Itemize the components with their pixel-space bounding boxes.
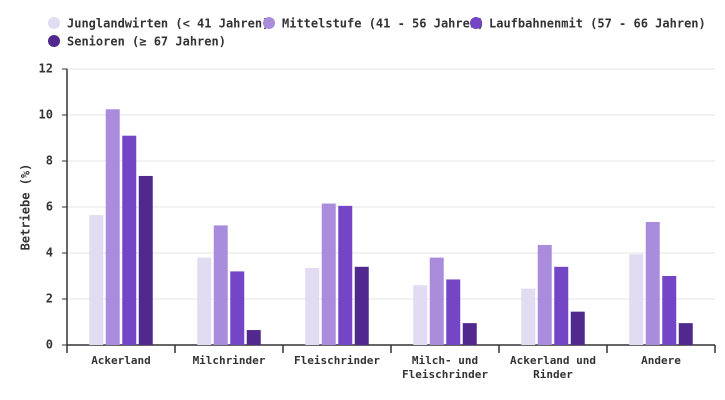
bar <box>554 266 569 345</box>
y-tick-label: 8 <box>46 154 53 168</box>
bar <box>662 276 677 345</box>
legend-swatch <box>263 17 275 29</box>
bar <box>246 330 261 345</box>
bar <box>645 221 660 345</box>
legend-label: Mittelstufe (41 - 56 Jahren) <box>282 17 484 31</box>
legend-swatch <box>48 17 60 29</box>
legend-label: Junglandwirten (< 41 Jahren) <box>67 17 269 31</box>
bar <box>521 288 536 345</box>
y-tick-label: 4 <box>46 246 53 260</box>
y-axis-label: Betriebe (%) <box>19 164 33 251</box>
bar <box>197 257 212 345</box>
bar <box>678 323 693 345</box>
bar <box>122 135 137 345</box>
bar <box>321 203 336 345</box>
bar <box>89 215 104 345</box>
y-tick-label: 2 <box>46 292 53 306</box>
bar <box>462 323 477 345</box>
x-tick-label: Fleischrinder <box>293 354 381 367</box>
bar <box>429 257 444 345</box>
legend-label: Laufbahnenmit (57 - 66 Jahren) <box>489 17 706 31</box>
y-tick-label: 0 <box>46 338 53 352</box>
bar <box>570 311 585 345</box>
x-tick-label: Ackerland <box>91 354 151 367</box>
x-tick-label: Ackerland und Rinder <box>509 354 597 381</box>
bar <box>413 285 428 345</box>
bar <box>105 109 120 345</box>
legend-swatch <box>470 17 482 29</box>
bar <box>138 175 153 345</box>
y-tick-label: 12 <box>39 62 53 76</box>
legend-swatch <box>48 35 60 47</box>
y-tick-label: 10 <box>39 108 53 122</box>
x-tick-label: Andere <box>641 354 681 367</box>
legend-label: Senioren (≥ 67 Jahren) <box>67 35 226 49</box>
x-tick-label: Milchrinder <box>192 354 266 367</box>
bar <box>446 279 461 345</box>
bar <box>537 244 552 345</box>
bar <box>305 267 320 345</box>
bar <box>230 271 245 345</box>
x-tick-label: Milch- und Fleischrinder <box>401 354 489 381</box>
y-tick-label: 6 <box>46 200 53 214</box>
bar <box>354 266 369 345</box>
bar <box>338 205 353 345</box>
bar <box>213 225 228 345</box>
bar <box>629 254 644 345</box>
